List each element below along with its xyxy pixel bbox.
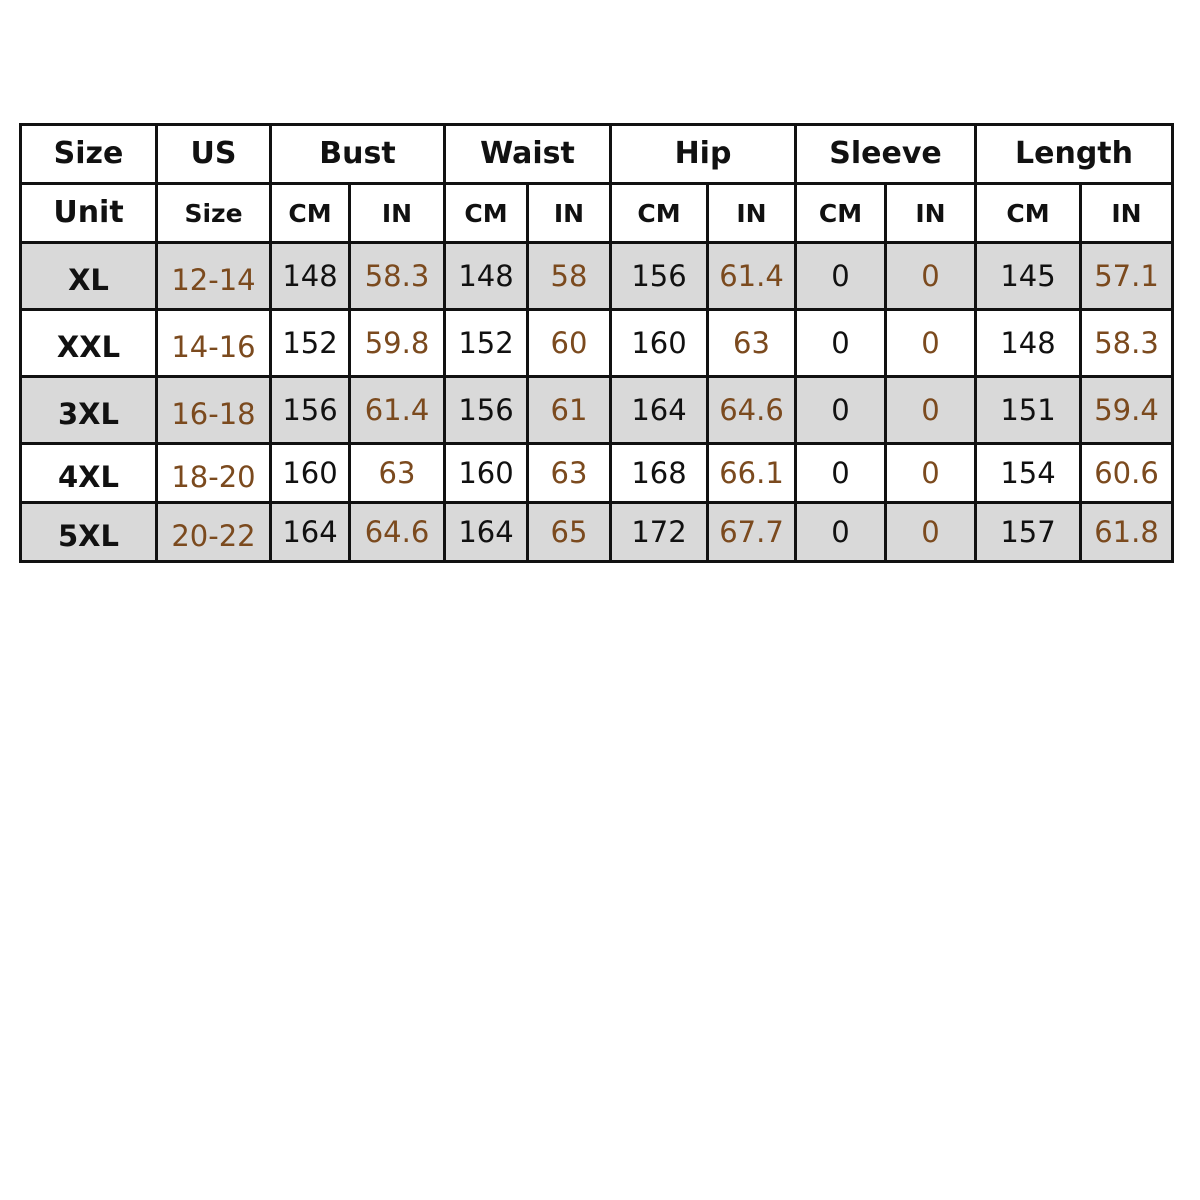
us-size-cell: 14-16: [155, 308, 272, 378]
unit-in: IN: [706, 182, 797, 244]
inch-value-cell: 59.4: [1079, 375, 1174, 445]
unit-in: IN: [526, 182, 612, 244]
inch-value-cell: 57.1: [1079, 241, 1174, 311]
us-size-cell: 16-18: [155, 375, 272, 445]
unit-in: IN: [348, 182, 446, 244]
header-length: Length: [974, 123, 1174, 185]
us-size-cell: 12-14: [155, 241, 272, 311]
size-cell: 5XL: [19, 501, 158, 563]
inch-value-cell: 0: [884, 375, 977, 445]
inch-value-cell: 0: [884, 501, 977, 563]
cm-value-cell: 0: [794, 241, 887, 311]
unit-cm: CM: [609, 182, 709, 244]
cm-value-cell: 160: [443, 442, 529, 504]
table-row: 3XL 16-18 156 61.4 156 61 164 64.6 0 0 151 59.4: [19, 375, 1174, 445]
inch-value-cell: 66.1: [706, 442, 797, 504]
unit-cm: CM: [794, 182, 887, 244]
cm-value-cell: 148: [974, 308, 1082, 378]
table-row: 4XL 18-20 160 63 160 63 168 66.1 0 0 154 60.6: [19, 442, 1174, 504]
cm-value-cell: 0: [794, 442, 887, 504]
size-cell: XXL: [19, 308, 158, 378]
cm-value-cell: 152: [443, 308, 529, 378]
inch-value-cell: 59.8: [348, 308, 446, 378]
cm-value-cell: 168: [609, 442, 709, 504]
unit-cm: CM: [443, 182, 529, 244]
cm-value-cell: 145: [974, 241, 1082, 311]
inch-value-cell: 61.4: [348, 375, 446, 445]
inch-value-cell: 61: [526, 375, 612, 445]
inch-value-cell: 58: [526, 241, 612, 311]
inch-value-cell: 63: [348, 442, 446, 504]
table-row: XXL 14-16 152 59.8 152 60 160 63 0 0 148 58.3: [19, 308, 1174, 378]
inch-value-cell: 63: [706, 308, 797, 378]
cm-value-cell: 172: [609, 501, 709, 563]
header-row-units: Unit Size CM IN CM IN CM IN CM IN CM IN: [19, 182, 1174, 244]
cm-value-cell: 157: [974, 501, 1082, 563]
inch-value-cell: 67.7: [706, 501, 797, 563]
header-size: Size: [19, 123, 158, 185]
inch-value-cell: 0: [884, 308, 977, 378]
header-bust: Bust: [269, 123, 446, 185]
header-us: US: [155, 123, 272, 185]
inch-value-cell: 65: [526, 501, 612, 563]
cm-value-cell: 148: [443, 241, 529, 311]
cm-value-cell: 148: [269, 241, 351, 311]
inch-value-cell: 61.8: [1079, 501, 1174, 563]
inch-value-cell: 60: [526, 308, 612, 378]
size-chart-table: Size US Bust Waist Hip Sleeve Length Uni…: [19, 123, 1174, 563]
inch-value-cell: 64.6: [706, 375, 797, 445]
table-row: XL 12-14 148 58.3 148 58 156 61.4 0 0 145 57.1: [19, 241, 1174, 311]
cm-value-cell: 156: [269, 375, 351, 445]
header-unit: Unit: [19, 182, 158, 244]
us-size-cell: 20-22: [155, 501, 272, 563]
inch-value-cell: 61.4: [706, 241, 797, 311]
cm-value-cell: 164: [443, 501, 529, 563]
cm-value-cell: 0: [794, 501, 887, 563]
cm-value-cell: 156: [609, 241, 709, 311]
inch-value-cell: 0: [884, 442, 977, 504]
cm-value-cell: 0: [794, 308, 887, 378]
header-hip: Hip: [609, 123, 797, 185]
header-sleeve: Sleeve: [794, 123, 977, 185]
us-size-cell: 18-20: [155, 442, 272, 504]
inch-value-cell: 60.6: [1079, 442, 1174, 504]
cm-value-cell: 160: [609, 308, 709, 378]
cm-value-cell: 160: [269, 442, 351, 504]
unit-in: IN: [1079, 182, 1174, 244]
inch-value-cell: 58.3: [1079, 308, 1174, 378]
unit-in: IN: [884, 182, 977, 244]
header-row-groups: Size US Bust Waist Hip Sleeve Length: [19, 123, 1174, 185]
cm-value-cell: 151: [974, 375, 1082, 445]
inch-value-cell: 64.6: [348, 501, 446, 563]
size-cell: 3XL: [19, 375, 158, 445]
inch-value-cell: 0: [884, 241, 977, 311]
unit-cm: CM: [974, 182, 1082, 244]
size-cell: 4XL: [19, 442, 158, 504]
header-us-size: Size: [155, 182, 272, 244]
cm-value-cell: 154: [974, 442, 1082, 504]
header-waist: Waist: [443, 123, 612, 185]
cm-value-cell: 0: [794, 375, 887, 445]
inch-value-cell: 58.3: [348, 241, 446, 311]
cm-value-cell: 152: [269, 308, 351, 378]
inch-value-cell: 63: [526, 442, 612, 504]
size-cell: XL: [19, 241, 158, 311]
cm-value-cell: 156: [443, 375, 529, 445]
cm-value-cell: 164: [609, 375, 709, 445]
table-row: 5XL 20-22 164 64.6 164 65 172 67.7 0 0 157 61.8: [19, 501, 1174, 563]
unit-cm: CM: [269, 182, 351, 244]
cm-value-cell: 164: [269, 501, 351, 563]
